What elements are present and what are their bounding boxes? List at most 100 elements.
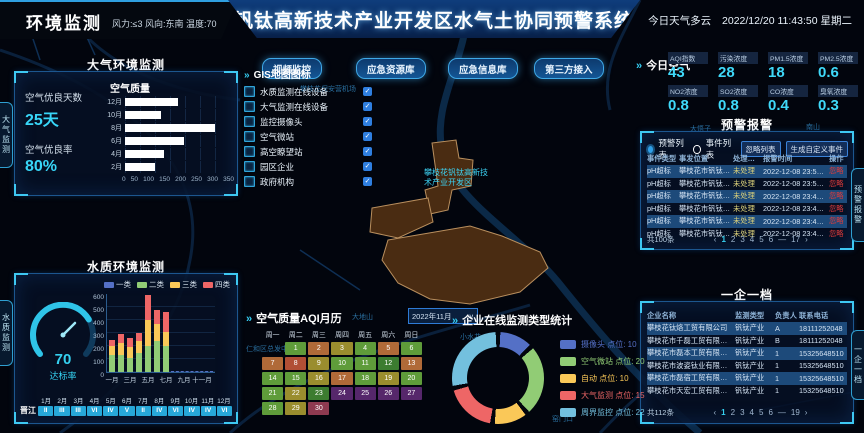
create-custom-event-button[interactable]: 生成自定义事件 xyxy=(785,141,848,157)
ignore-action-link[interactable]: 忽略 xyxy=(829,178,844,188)
page-number[interactable]: 5 xyxy=(758,408,764,417)
weekday-label: 周五 xyxy=(358,332,373,339)
layer-checkbox-checked[interactable]: ✓ xyxy=(363,162,372,171)
enterprise-table-row[interactable]: 攀枝花市磊宿工贸有限公... 钒钛产业 1 15325648510 xyxy=(647,372,847,385)
enterprise-table-row[interactable]: 攀枝花市磊本工贸有限公... 钒钛产业 1 15325648510 xyxy=(647,347,847,360)
alarm-table-row[interactable]: pH超标 攀枝花市钒钛产... 未处理 2022-12-08 23:59:00 忽略 xyxy=(647,165,847,178)
page-next-icon[interactable]: › xyxy=(805,235,808,244)
page-number[interactable]: — xyxy=(778,235,787,244)
water-chart-y-axis: 600 500 400 300 200 100 0 xyxy=(89,291,104,382)
edge-tab-alarm[interactable]: 预警报警 xyxy=(851,168,864,242)
layer-checkbox-checked[interactable]: ✓ xyxy=(363,147,372,156)
page-number[interactable]: 1 xyxy=(721,408,726,417)
page-number[interactable]: 6 xyxy=(768,408,773,417)
page-number[interactable]: 1 xyxy=(721,235,726,244)
chevron-down-icon: ∨ xyxy=(468,311,475,321)
page-number[interactable]: 4 xyxy=(749,408,754,417)
layer-checkbox-checked[interactable]: ✓ xyxy=(363,102,372,111)
toolbar-button-1[interactable]: 视频监控 xyxy=(262,58,323,79)
radio-event-list-label[interactable]: 事件列表 xyxy=(705,138,732,160)
page-prev-icon[interactable]: ‹ xyxy=(713,408,717,417)
enterprise-pager: 共112条 ‹ 1 2 3 4 5 6 — 19 › xyxy=(647,407,847,418)
page-number[interactable]: 3 xyxy=(740,408,745,417)
alarm-table-row[interactable]: pH超标 攀枝花市钒钛产... 未处理 2022-12-08 23:43:00 忽略 xyxy=(647,215,847,228)
alarm-pages: ‹ 1 2 3 4 5 6 — 17 › xyxy=(675,235,847,244)
toolbar-button-4[interactable]: 第三方接入 xyxy=(534,58,604,79)
water-bar-segment xyxy=(153,310,160,324)
water-class-cell: IV xyxy=(103,406,119,416)
enterprise-table-row[interactable]: 攀枝花市波姿钛业有限公... 钒钛产业 1 15325648510 xyxy=(647,360,844,371)
water-bar-segment xyxy=(144,346,151,372)
page-number[interactable]: 19 xyxy=(790,408,800,417)
toolbar-button-2[interactable]: 应急资源库 xyxy=(356,58,426,79)
layer-icon xyxy=(244,86,255,97)
enterprise-pages: ‹ 1 2 3 4 5 6 — 19 › xyxy=(674,408,847,417)
air-metric-value: 18 xyxy=(768,64,785,81)
layer-checkbox-checked[interactable]: ✓ xyxy=(363,132,372,141)
air-metric-value: 0.8 xyxy=(668,97,689,114)
air-metric-card: CO浓度 0.4 xyxy=(768,85,808,114)
strip-month: 2月 xyxy=(57,398,68,405)
layer-checkbox-checked[interactable]: ✓ xyxy=(363,117,372,126)
ignore-action-link[interactable]: 忽略 xyxy=(829,166,844,176)
calendar-day-cell: 2 xyxy=(308,342,330,355)
water-chart-x-axis: 一月 三月 五月 七月 九月 十一月 xyxy=(106,373,214,384)
calendar-day-cell: 17 xyxy=(331,372,353,385)
page-number[interactable]: 5 xyxy=(759,235,764,244)
air-metric-card: AQI指数 43 xyxy=(668,52,708,81)
air-env-panel: 大气环境监测 空气优良天数 25天 空气优良率 80% 空气质量 12月 10月 8… xyxy=(14,56,238,196)
chevron-icon: » xyxy=(452,315,459,327)
donut-legend-item: 大气监测 点位: 15 xyxy=(560,387,645,404)
water-bar-segment xyxy=(135,353,142,372)
donut-legend-swatch xyxy=(560,408,576,417)
page-number[interactable]: — xyxy=(777,408,786,417)
alarm-table-row[interactable]: pH超标 攀枝花市钒钛产... 未处理 2022-12-08 23:46:00 忽略 xyxy=(647,203,847,216)
edge-tab-air-monitor[interactable]: 大气监测 xyxy=(0,102,13,168)
donut-legend-item: 空气微站 点位: 20 xyxy=(560,353,645,370)
ignore-list-button[interactable]: 忽略列表 xyxy=(740,141,781,157)
page-number[interactable]: 17 xyxy=(791,235,801,244)
radio-event-list[interactable] xyxy=(693,144,701,154)
gis-layer-label: 高空瞭望站 xyxy=(260,146,303,157)
page-number[interactable]: 6 xyxy=(768,235,774,244)
air-metric-card: PM2.5浓度 0.6 xyxy=(818,52,858,81)
alarm-table: 事件类型 事发位置 处理状态 报警时间 操作 pH超标 攀枝花市钒钛产... 未处理 2022-… xyxy=(647,153,847,240)
weekday-label: 周一 xyxy=(265,332,280,339)
water-bar-segment xyxy=(108,339,115,347)
gauge-label: 达标率 xyxy=(49,371,77,381)
enterprise-panel: 一企一档 企业名称 监测类型 负责人 联系电话 攀枝花钛烙工贸有限公司 钒钛产业 A 1811… xyxy=(640,286,854,424)
ignore-action-link[interactable]: 忽略 xyxy=(829,191,844,201)
donut-legend-label: 自动 点位: 10 xyxy=(581,374,629,383)
toolbar-button-3[interactable]: 应急信息库 xyxy=(448,58,518,79)
alarm-table-row[interactable]: pH超标 攀枝花市钒钛产... 未处理 2022-12-08 23:47:00 忽略 xyxy=(647,190,847,203)
strip-month: 3月 xyxy=(73,398,84,405)
page-number[interactable]: 3 xyxy=(740,235,745,244)
layer-checkbox-checked[interactable]: ✓ xyxy=(363,87,372,96)
page-next-icon[interactable]: › xyxy=(804,408,808,417)
enterprise-table-row[interactable]: 攀枝花市天宏工贸有限公... 钒钛产业 1 15325648510 xyxy=(647,385,844,396)
air-bar-label: 10月 xyxy=(107,112,122,119)
ignore-action-link[interactable]: 忽略 xyxy=(829,203,844,213)
page-prev-icon[interactable]: ‹ xyxy=(713,235,717,244)
edge-tab-water-monitor[interactable]: 水质监测 xyxy=(0,300,13,366)
enterprise-table-row[interactable]: 攀枝花市千磊工贸有限公... 钒钛产业 B 18111252048 xyxy=(647,335,843,346)
air-metric-value: 0.4 xyxy=(768,97,789,114)
page-number[interactable]: 4 xyxy=(749,235,755,244)
water-bar-segment xyxy=(117,333,124,344)
water-env-panel: 水质环境监测 一类 二类 三类 四类 70 达标率 600 500 400 300 200 10… xyxy=(14,258,238,424)
air-bar-row: 2月 xyxy=(102,161,230,173)
layer-icon xyxy=(244,116,255,127)
alarm-table-header: 事件类型 事发位置 处理状态 报警时间 操作 xyxy=(647,154,844,163)
radio-warning-list[interactable] xyxy=(648,145,654,153)
layer-checkbox-checked[interactable]: ✓ xyxy=(363,177,372,186)
page-number[interactable]: 2 xyxy=(730,235,736,244)
calendar-month-select[interactable]: 2022年11月 ∨ xyxy=(408,308,478,324)
today-weather: 今日天气多云 xyxy=(648,15,712,27)
page-number[interactable]: 2 xyxy=(730,408,736,417)
ignore-action-link[interactable]: 忽略 xyxy=(829,216,844,226)
enterprise-table-row[interactable]: 攀枝花钛烙工贸有限公司 钒钛产业 A 18111252048 xyxy=(647,322,847,335)
gis-layer-item: 空气微站 ✓ xyxy=(244,129,372,144)
alarm-table-row[interactable]: pH超标 攀枝花市钒钛产... 未处理 2022-12-08 23:55:04 忽略 xyxy=(647,178,847,191)
radio-warning-list-label[interactable]: 预警列表 xyxy=(658,138,684,160)
edge-tab-enterprise[interactable]: 一企一档 xyxy=(851,330,864,400)
